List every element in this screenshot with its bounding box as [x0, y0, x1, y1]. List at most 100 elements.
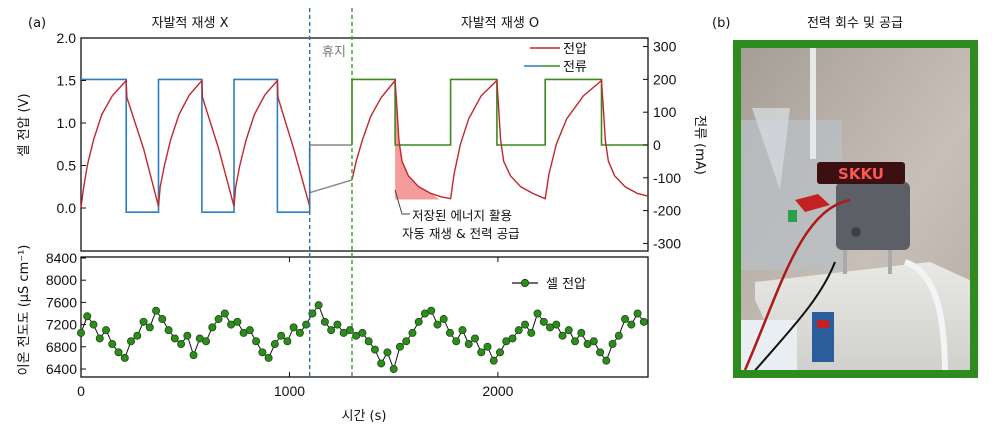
conductivity-point	[164, 326, 173, 335]
conductivity-point	[95, 334, 104, 343]
legend-cell-voltage-label: 셀 전압	[546, 277, 586, 292]
annotation-line2: 자동 재생 & 전력 공급	[402, 226, 520, 241]
conductivity-point	[433, 320, 442, 329]
conductivity-point	[289, 323, 298, 332]
y-tick-label: 1.5	[57, 73, 77, 89]
conductivity-point	[264, 353, 273, 362]
section-title-regen: 자발적 재생 O	[461, 16, 539, 31]
conductivity-point	[152, 306, 161, 315]
conductivity-point	[621, 315, 630, 324]
conductivity-point	[320, 317, 329, 326]
device-photo: SKKU	[733, 40, 978, 378]
conductivity-point	[170, 334, 179, 343]
y-tick-label: 0.0	[57, 200, 77, 216]
beaker	[737, 120, 842, 270]
y2-tick-label: 200	[653, 71, 677, 87]
conductivity-plot: 6400 6800 7200 7600 8000 8400 0 1000 2000 셀 전압	[46, 250, 649, 399]
conductivity-point	[370, 345, 379, 354]
conductivity-point	[108, 340, 117, 349]
panel-b-label: (b)	[712, 16, 730, 31]
y-tick-label: 0.5	[57, 158, 77, 174]
y-tick-label: 7200	[46, 317, 77, 333]
conductivity-point	[177, 340, 186, 349]
rest-label: 휴지	[322, 45, 346, 60]
y2-tick-label: -200	[653, 203, 681, 219]
conductivity-point	[77, 328, 86, 337]
conductivity-point	[127, 337, 136, 346]
voltage-current-plot: 0.0 0.5 1.0 1.5 2.0 -300 -200 -100 0 100 200 300 전압전…	[57, 30, 681, 252]
conductivity-point	[233, 317, 242, 326]
conductivity-point	[308, 309, 317, 318]
conductivity-point	[464, 340, 473, 349]
conductivity-point	[258, 348, 267, 357]
x-tick-label: 0	[77, 383, 85, 399]
y-tick-label: 1.0	[57, 115, 77, 131]
panel-a-label: (a)	[28, 16, 46, 31]
y-tick-label: 7600	[46, 294, 77, 310]
conductivity-point	[220, 309, 229, 318]
conductivity-point	[402, 337, 411, 346]
voltage-line-no-regen	[80, 78, 311, 209]
current-line-no-regen	[81, 78, 311, 213]
conductivity-point	[577, 328, 586, 337]
conductivity-point	[508, 334, 517, 343]
conductivity-point	[495, 348, 504, 357]
conductivity-point	[383, 348, 392, 357]
conductivity-point	[83, 312, 92, 321]
y2-tick-label: 0	[653, 137, 661, 153]
conductivity-point	[452, 337, 461, 346]
conductivity-point	[145, 323, 154, 332]
y2-tick-label: -100	[653, 170, 681, 186]
conductivity-point	[571, 337, 580, 346]
conductivity-point	[295, 328, 304, 337]
conductivity-point	[483, 342, 492, 351]
conductivity-point	[608, 340, 617, 349]
y2-tick-label: -300	[653, 235, 681, 251]
conductivity-point	[89, 320, 98, 329]
conductivity-point	[314, 301, 323, 310]
conductivity-point	[277, 331, 286, 340]
y-tick-label: 6400	[46, 361, 77, 377]
conductivity-point	[158, 315, 167, 324]
conductivity-point	[596, 348, 605, 357]
conductivity-point	[627, 320, 636, 329]
conductivity-point	[208, 323, 217, 332]
conductivity-point	[633, 309, 642, 318]
x-tick-label: 2000	[482, 383, 513, 399]
conductivity-point	[514, 326, 523, 335]
conductivity-point	[102, 326, 111, 335]
y-tick-label: 8400	[46, 250, 77, 266]
annotation-leader	[394, 189, 410, 215]
conductivity-point	[445, 328, 454, 337]
conductivity-point	[114, 348, 123, 357]
conductivity-point	[639, 317, 648, 326]
conductivity-point	[333, 320, 342, 329]
conductivity-point	[120, 353, 129, 362]
conductivity-point	[439, 315, 448, 324]
conductivity-point	[489, 356, 498, 365]
conductivity-point	[389, 364, 398, 373]
conductivity-point	[377, 359, 386, 368]
conductivity-point	[427, 306, 436, 315]
regeneration-cell	[836, 182, 910, 250]
x-tick-label: 1000	[274, 383, 305, 399]
conductivity-point	[214, 315, 223, 324]
conductivity-point	[521, 320, 530, 329]
conductivity-point	[133, 331, 142, 340]
y-axis-title-voltage: 셀 전압 (V)	[17, 93, 32, 156]
led-sign: SKKU	[838, 165, 884, 183]
legend-voltage-label: 전압	[563, 42, 587, 57]
conductivity-point	[564, 326, 573, 335]
conductivity-point	[477, 348, 486, 357]
legend-current-label: 전류	[563, 60, 587, 75]
y2-tick-label: 100	[653, 104, 677, 120]
conductivity-point	[602, 356, 611, 365]
section-title-no-regen: 자발적 재생 X	[152, 16, 229, 31]
annotation-line1: 저장된 에너지 활용	[412, 208, 512, 223]
conductivity-point	[139, 317, 148, 326]
x-axis-title: 시간 (s)	[342, 409, 387, 424]
pump-box	[755, 262, 974, 374]
conductivity-point	[395, 342, 404, 351]
voltage-line-regen	[351, 78, 649, 200]
